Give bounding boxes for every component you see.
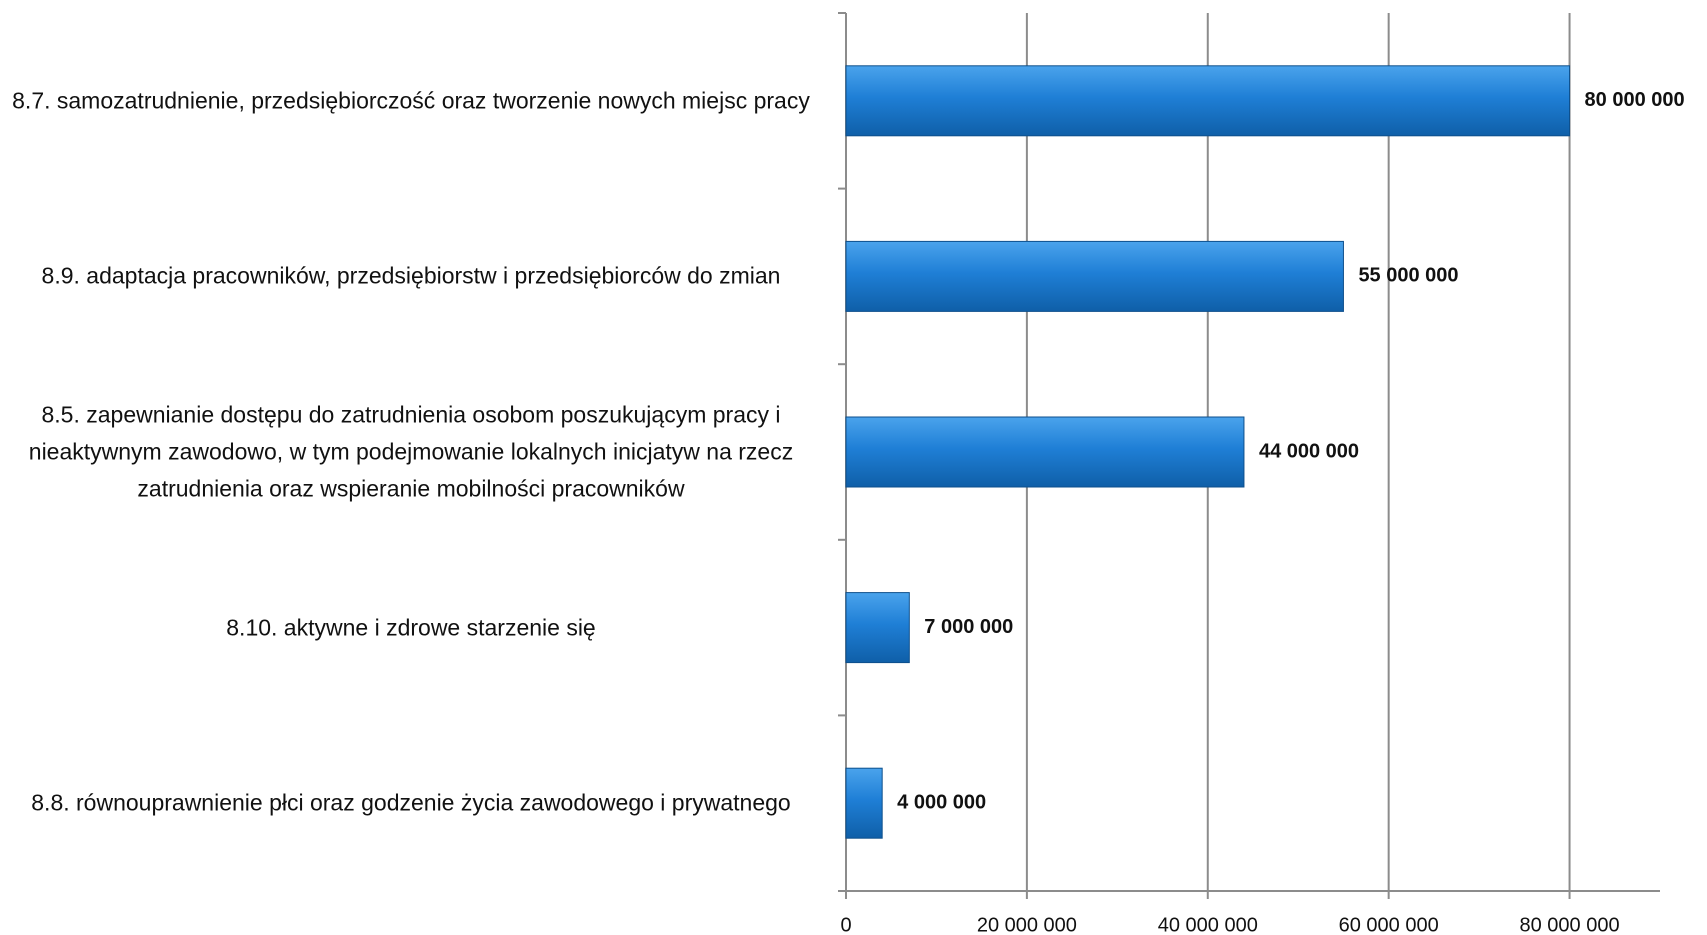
bar	[845, 240, 1344, 312]
x-tick-label: 40 000 000	[1158, 914, 1258, 935]
bar	[845, 767, 883, 839]
y-tick-label: 8.8. równouprawnienie płci oraz godzenie…	[31, 789, 791, 816]
y-tick-label: 8.7. samozatrudnienie, przedsiębiorczość…	[12, 87, 810, 114]
y-tick-label: 8.9. adaptacja pracowników, przedsiębior…	[41, 262, 781, 289]
bar	[845, 592, 910, 664]
y-tick-label: 8.10. aktywne i zdrowe starzenie się	[226, 614, 596, 641]
x-tick-label: 60 000 000	[1339, 914, 1439, 935]
x-tick-label: 0	[840, 914, 851, 935]
data-label: 80 000 000	[1585, 89, 1685, 111]
data-label: 7 000 000	[924, 616, 1013, 638]
data-label: 4 000 000	[897, 791, 986, 813]
bar	[845, 416, 1245, 488]
data-label: 55 000 000	[1358, 265, 1458, 287]
x-tick-label: 20 000 000	[977, 914, 1077, 935]
y-tick-label: 8.5. zapewnianie dostępu do zatrudnienia…	[28, 401, 794, 502]
bar	[845, 65, 1571, 137]
x-tick-label: 80 000 000	[1520, 914, 1620, 935]
data-label: 44 000 000	[1259, 440, 1359, 462]
